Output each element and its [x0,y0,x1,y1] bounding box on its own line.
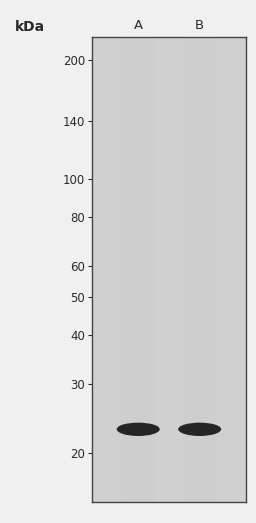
Text: B: B [195,19,204,32]
Ellipse shape [117,423,160,436]
Text: kDa: kDa [15,20,46,34]
Bar [121,37,155,502]
Bar [183,37,217,502]
Text: A: A [134,19,143,32]
Ellipse shape [178,423,221,436]
